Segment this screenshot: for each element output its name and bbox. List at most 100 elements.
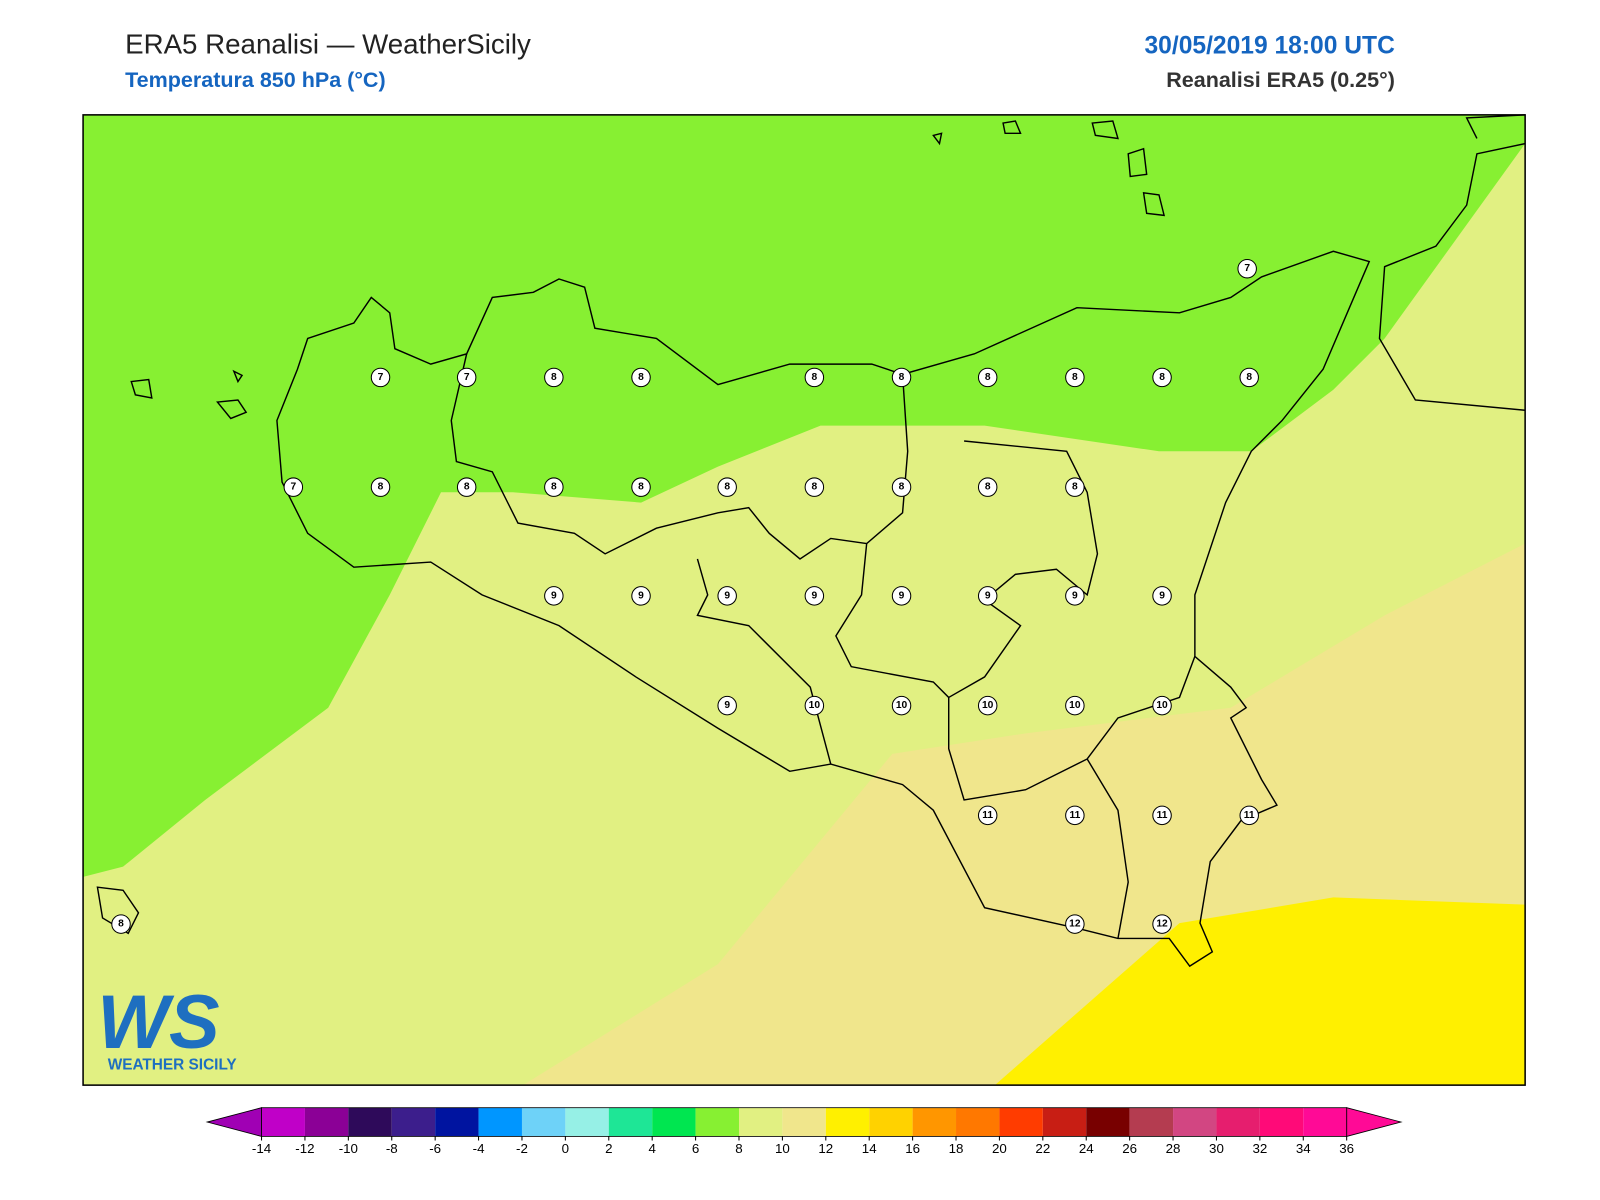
colorbar-tick-label: -2 xyxy=(516,1141,528,1156)
station: 11 xyxy=(1152,805,1172,826)
colorbar-segment xyxy=(608,1107,653,1137)
colorbar-tick-label: 16 xyxy=(905,1141,920,1156)
station-marker xyxy=(1152,695,1172,716)
station-marker xyxy=(544,586,564,606)
colorbar-segment xyxy=(1173,1107,1217,1137)
station: 10 xyxy=(804,695,825,716)
station-marker xyxy=(1237,258,1257,279)
station-marker xyxy=(1065,586,1085,606)
station-marker xyxy=(891,477,912,497)
station-value: 8 xyxy=(1072,482,1078,493)
colorbar-segment xyxy=(999,1107,1043,1137)
station-value: 10 xyxy=(896,700,908,711)
colorbar-tick-label: 12 xyxy=(818,1141,833,1156)
station-marker xyxy=(283,477,304,497)
station: 8 xyxy=(977,477,998,497)
station-value: 8 xyxy=(724,482,730,493)
station-value: 8 xyxy=(1246,372,1252,383)
colorbar-tick-label: -8 xyxy=(386,1141,398,1156)
station: 8 xyxy=(891,367,912,388)
field-yellow xyxy=(994,897,1526,1086)
colorbar-segment xyxy=(782,1107,826,1137)
station: 8 xyxy=(804,477,825,497)
station: 9 xyxy=(891,586,912,606)
station-value: 9 xyxy=(638,590,644,601)
station-value: 7 xyxy=(378,372,384,383)
station-value: 8 xyxy=(118,919,124,930)
colorbar-segment xyxy=(261,1107,305,1137)
station: 8 xyxy=(717,477,737,497)
datetime: 30/05/2019 18:00 UTC xyxy=(1144,32,1395,59)
colorbar-segment xyxy=(391,1107,436,1137)
station: 10 xyxy=(1152,695,1172,716)
station-marker xyxy=(804,586,825,606)
station-marker xyxy=(1152,805,1172,826)
station-marker xyxy=(631,477,651,497)
station: 10 xyxy=(1065,695,1085,716)
station-value: 11 xyxy=(1244,810,1255,821)
station-value: 11 xyxy=(982,810,993,821)
station: 8 xyxy=(456,477,477,497)
station-value: 7 xyxy=(290,482,296,493)
station-value: 8 xyxy=(985,482,991,493)
colorbar-tick-label: -10 xyxy=(339,1141,358,1156)
station-marker xyxy=(370,367,391,388)
colorbar-tick-label: 30 xyxy=(1209,1141,1224,1156)
station-marker xyxy=(804,695,825,716)
station: 12 xyxy=(1152,914,1172,934)
station-value: 8 xyxy=(464,482,470,493)
station: 8 xyxy=(977,367,998,388)
station-value: 9 xyxy=(724,700,730,711)
station: 9 xyxy=(804,586,825,606)
station: 8 xyxy=(111,914,131,934)
station: 7 xyxy=(370,367,391,388)
station: 8 xyxy=(1065,367,1085,388)
station: 8 xyxy=(544,477,564,497)
station: 8 xyxy=(804,367,825,388)
colorbar-segment xyxy=(825,1107,870,1137)
colorbar-segment xyxy=(435,1107,479,1137)
station: 9 xyxy=(1152,586,1172,606)
station-value: 10 xyxy=(1156,700,1168,711)
station: 9 xyxy=(631,586,651,606)
station-marker xyxy=(1065,367,1085,388)
colorbar-tick-label: 4 xyxy=(648,1141,656,1156)
station-marker xyxy=(977,477,998,497)
station: 9 xyxy=(544,586,564,606)
station-value: 10 xyxy=(1069,700,1081,711)
station-labels: 7 7 7 8 8 8 8 8 8 8 7 8 8 8 8 8 8 8 8 8 8 9 9 9 9 9 9 9 9 9 10 10 10 10 10… xyxy=(111,258,1259,934)
station-value: 8 xyxy=(638,482,644,493)
colorbar-segment xyxy=(1042,1107,1087,1137)
station-marker xyxy=(631,367,651,388)
station-marker xyxy=(456,477,477,497)
station: 9 xyxy=(1065,586,1085,606)
station-value: 9 xyxy=(985,590,991,601)
station-marker xyxy=(1152,586,1172,606)
station-marker xyxy=(977,805,998,826)
station-marker xyxy=(111,914,131,934)
station-marker xyxy=(977,695,998,716)
map: 7 7 7 8 8 8 8 8 8 8 7 8 8 8 8 8 8 8 8 8 8 9 9 9 9 9 9 9 9 9 10 10 10 10 10… xyxy=(82,114,1526,1086)
colorbar-segment xyxy=(1259,1107,1304,1137)
station: 9 xyxy=(717,695,737,716)
colorbar-tick-label: -4 xyxy=(473,1141,485,1156)
station: 9 xyxy=(717,586,737,606)
station-marker xyxy=(717,477,737,497)
station-marker xyxy=(1065,695,1085,716)
station-marker xyxy=(1065,805,1085,826)
colorbar-tick-label: -14 xyxy=(252,1141,272,1156)
station: 8 xyxy=(631,367,651,388)
station-value: 9 xyxy=(724,590,730,601)
colorbar-segment xyxy=(565,1107,609,1137)
colorbar-segment xyxy=(478,1107,522,1137)
station-value: 9 xyxy=(899,590,905,601)
colorbar-under xyxy=(205,1107,262,1137)
station-value: 11 xyxy=(1157,810,1168,821)
station-marker xyxy=(1065,477,1085,497)
station-marker xyxy=(1152,914,1172,934)
colorbar-segment xyxy=(912,1107,957,1137)
colorbar-tick-label: 2 xyxy=(605,1141,612,1156)
station-value: 12 xyxy=(1156,919,1168,930)
station-marker xyxy=(891,586,912,606)
colorbar-tick-label: 14 xyxy=(862,1141,877,1156)
